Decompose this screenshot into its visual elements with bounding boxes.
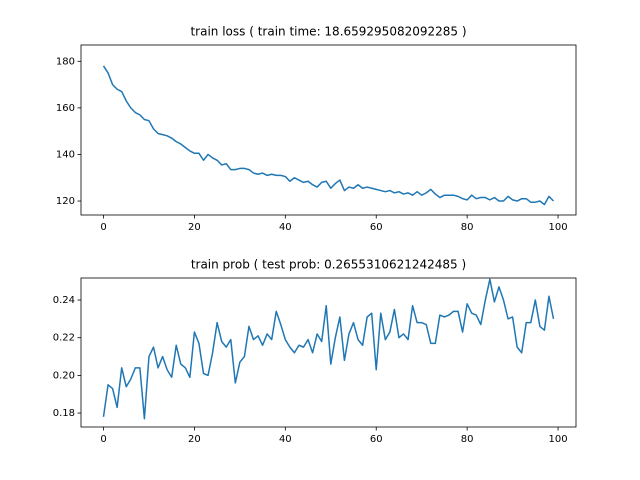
chart-title: train loss ( train time: 18.659295082092… bbox=[190, 25, 466, 39]
x-tick-label: 100 bbox=[548, 434, 567, 445]
x-tick-label: 60 bbox=[370, 222, 383, 233]
x-tick-label: 60 bbox=[370, 434, 383, 445]
x-tick-label: 40 bbox=[279, 434, 292, 445]
x-tick-label: 0 bbox=[100, 434, 106, 445]
axes-frame bbox=[80, 44, 577, 216]
data-line bbox=[102, 65, 555, 206]
y-tick-label: 140 bbox=[56, 149, 75, 160]
y-tick-label: 0.24 bbox=[53, 295, 75, 306]
x-tick-label: 80 bbox=[461, 222, 474, 233]
y-tick-label: 0.22 bbox=[53, 333, 75, 344]
y-tick-label: 120 bbox=[56, 196, 75, 207]
x-tick-label: 0 bbox=[100, 222, 106, 233]
x-tick-label: 20 bbox=[188, 222, 201, 233]
x-tick-label: 100 bbox=[548, 222, 567, 233]
y-tick-label: 0.18 bbox=[53, 408, 75, 419]
data-line bbox=[102, 278, 555, 420]
x-tick-label: 80 bbox=[461, 434, 474, 445]
axes-frame bbox=[80, 277, 577, 428]
y-tick-label: 160 bbox=[56, 103, 75, 114]
x-tick-label: 40 bbox=[279, 222, 292, 233]
y-tick-label: 0.20 bbox=[53, 370, 75, 381]
x-tick-label: 20 bbox=[188, 434, 201, 445]
y-tick-label: 180 bbox=[56, 56, 75, 67]
chart-title: train prob ( test prob: 0.26553106212424… bbox=[191, 258, 466, 272]
